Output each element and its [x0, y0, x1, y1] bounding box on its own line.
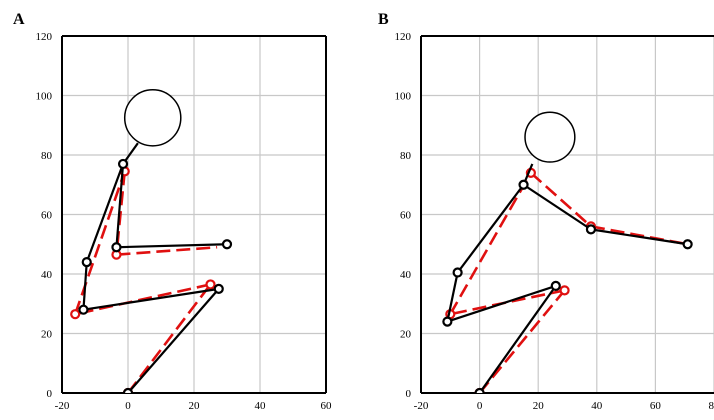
black-segment	[116, 243, 228, 249]
black-joint	[682, 239, 693, 250]
black-joint	[213, 283, 224, 294]
black-joint	[474, 387, 485, 393]
x-tick-label: 0	[125, 400, 131, 412]
black-joint	[452, 267, 463, 278]
x-tick-label: 0	[477, 400, 483, 412]
y-tick-label: 20	[41, 329, 53, 341]
red-segment	[530, 171, 592, 228]
y-tick-label: 120	[395, 31, 412, 43]
y-tick-label: 60	[400, 210, 412, 222]
plot-area	[70, 89, 233, 393]
red-segment	[74, 283, 211, 316]
black-joint	[550, 280, 561, 291]
black-segment	[590, 228, 688, 246]
y-tick-label: 40	[400, 269, 412, 281]
panel-label: A	[13, 11, 25, 28]
black-segment	[456, 184, 525, 274]
red-segment	[126, 283, 212, 393]
y-tick-label: 60	[41, 210, 53, 222]
red-segment	[478, 289, 566, 393]
x-tick-label: 40	[591, 400, 603, 412]
x-tick-label: 40	[255, 400, 267, 412]
chart-panel-b: -20020406080020406080100120B	[378, 11, 714, 412]
red-segment	[116, 245, 218, 256]
y-tick-label: 40	[41, 269, 53, 281]
black-segment	[83, 287, 219, 311]
y-tick-label: 120	[36, 31, 53, 43]
head-circle	[123, 89, 182, 147]
y-tick-label: 100	[36, 91, 53, 103]
x-tick-label: -20	[55, 400, 70, 412]
red-joint	[70, 309, 81, 320]
red-segment	[449, 172, 533, 315]
y-tick-label: 80	[400, 150, 412, 162]
black-segment	[478, 285, 557, 393]
black-joint	[442, 316, 453, 327]
y-tick-label: 0	[406, 388, 412, 400]
black-segment	[522, 183, 592, 231]
black-segment	[115, 163, 125, 248]
black-segment	[82, 262, 88, 310]
x-tick-label: 20	[189, 400, 201, 412]
x-tick-label: 80	[709, 400, 714, 412]
x-tick-label: 60	[650, 400, 662, 412]
red-joint	[205, 279, 216, 290]
head-circle	[524, 111, 576, 163]
x-tick-label: 60	[321, 400, 333, 412]
black-joint	[78, 304, 89, 315]
y-tick-label: 80	[41, 150, 53, 162]
black-segment	[85, 163, 125, 263]
black-joint	[81, 257, 92, 268]
red-segment	[73, 170, 126, 315]
plot-area	[442, 111, 693, 393]
y-tick-label: 100	[395, 91, 412, 103]
black-joint	[117, 158, 129, 170]
black-joint	[111, 242, 122, 253]
x-tick-label: 20	[533, 400, 545, 412]
y-tick-label: 0	[47, 388, 53, 400]
black-joint	[221, 239, 233, 250]
black-joint	[122, 387, 134, 393]
black-segment	[447, 284, 557, 323]
red-joint	[559, 285, 570, 296]
black-segment	[127, 288, 220, 393]
panel-label: B	[378, 11, 389, 28]
black-joint	[585, 224, 597, 235]
black-segment	[446, 272, 459, 322]
x-tick-label: -20	[414, 400, 429, 412]
y-tick-label: 20	[400, 329, 412, 341]
black-joint	[518, 179, 529, 190]
